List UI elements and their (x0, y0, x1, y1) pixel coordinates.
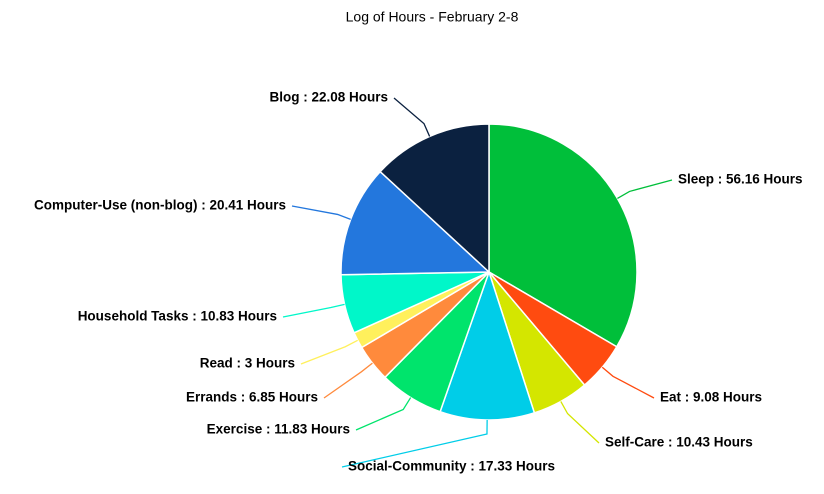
chart-title: Log of Hours - February 2-8 (346, 9, 519, 25)
leader-line (300, 339, 358, 365)
data-label: Blog : 22.08 Hours (269, 90, 388, 105)
leader-line (601, 366, 655, 399)
leader-line (560, 401, 600, 444)
data-label: Self-Care : 10.43 Hours (605, 435, 753, 450)
data-label: Read : 3 Hours (200, 356, 295, 371)
data-label: Errands : 6.85 Hours (186, 390, 318, 405)
pie-slice (379, 123, 490, 274)
data-label: Social-Community : 17.33 Hours (348, 459, 555, 474)
pie-slice (488, 123, 638, 348)
leader-line (291, 205, 351, 221)
data-label: Exercise : 11.83 Hours (207, 422, 350, 437)
leader-line (282, 303, 345, 318)
data-label: Eat : 9.08 Hours (660, 390, 762, 405)
leader-line (617, 179, 673, 199)
data-label: Household Tasks : 10.83 Hours (78, 309, 277, 324)
pie-slice (340, 170, 491, 276)
leader-line (323, 362, 373, 399)
leader-line (341, 419, 488, 468)
leader-line (355, 397, 412, 431)
data-label: Computer-Use (non-blog) : 20.41 Hours (34, 198, 286, 213)
leader-line (393, 97, 431, 137)
data-label: Sleep : 56.16 Hours (678, 172, 803, 187)
